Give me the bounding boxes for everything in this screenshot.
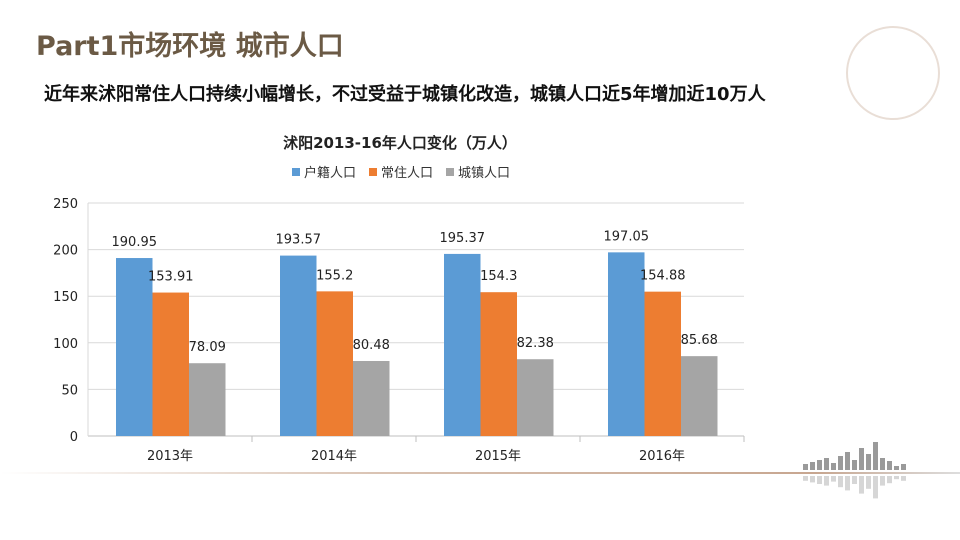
skyline-reflection bbox=[859, 476, 864, 494]
skyline-bar bbox=[873, 442, 878, 470]
skyline-reflection bbox=[852, 476, 857, 484]
legend-label: 城镇人口 bbox=[458, 166, 510, 181]
skyline-reflection bbox=[880, 476, 885, 486]
x-tick-label: 2014年 bbox=[311, 449, 357, 464]
data-label: 197.05 bbox=[604, 229, 650, 244]
skyline-reflection bbox=[817, 476, 822, 484]
skyline-reflection bbox=[838, 476, 843, 488]
legend-swatch bbox=[446, 168, 454, 176]
logo-seal bbox=[846, 26, 940, 120]
skyline-reflection bbox=[831, 476, 836, 482]
skyline-reflection bbox=[810, 476, 815, 483]
x-tick-label: 2016年 bbox=[639, 449, 685, 464]
bar bbox=[517, 359, 554, 436]
skyline-bar bbox=[845, 452, 850, 470]
skyline-bar bbox=[817, 460, 822, 470]
legend: 户籍人口 常住人口 城镇人口 bbox=[292, 165, 510, 181]
bar bbox=[608, 252, 645, 436]
bar bbox=[480, 292, 517, 436]
bar bbox=[644, 291, 681, 436]
y-tick-label: 200 bbox=[53, 244, 78, 259]
bar bbox=[116, 258, 153, 436]
legend-label: 户籍人口 bbox=[304, 165, 356, 181]
chart-title: 沭阳2013-16年人口变化（万人） bbox=[283, 134, 517, 152]
skyline-reflection bbox=[803, 476, 808, 481]
skyline-bar bbox=[852, 460, 857, 470]
bar bbox=[444, 253, 481, 436]
data-label: 190.95 bbox=[112, 235, 158, 250]
skyline-bar bbox=[824, 458, 829, 470]
skyline-bar bbox=[859, 448, 864, 470]
skyline-bar bbox=[901, 464, 906, 470]
skyline-reflection bbox=[866, 476, 871, 489]
bar bbox=[316, 291, 353, 436]
bar bbox=[681, 356, 718, 436]
page-title: Part1市场环境 城市人口 bbox=[36, 31, 344, 62]
data-label: 78.09 bbox=[189, 340, 226, 355]
y-tick-label: 0 bbox=[70, 430, 78, 445]
skyline-bar bbox=[838, 456, 843, 470]
x-tick-label: 2013年 bbox=[147, 449, 193, 464]
bar bbox=[353, 360, 390, 436]
skyline-reflection bbox=[887, 476, 892, 484]
data-label: 85.68 bbox=[681, 333, 718, 348]
skyline-bar bbox=[810, 462, 815, 470]
skyline-bar bbox=[866, 454, 871, 470]
skyline-reflection bbox=[845, 476, 850, 491]
legend-swatch bbox=[369, 168, 377, 176]
data-label: 155.2 bbox=[316, 268, 353, 283]
y-tick-label: 250 bbox=[53, 197, 78, 212]
y-tick-label: 100 bbox=[53, 337, 78, 352]
bar bbox=[280, 255, 317, 436]
bar bbox=[152, 292, 189, 436]
data-label: 154.88 bbox=[640, 269, 686, 284]
data-label: 80.48 bbox=[353, 338, 390, 353]
skyline-bar bbox=[887, 461, 892, 470]
legend-swatch bbox=[292, 168, 300, 176]
x-tick-label: 2015年 bbox=[475, 449, 521, 464]
bar bbox=[189, 363, 226, 436]
data-label: 154.3 bbox=[480, 269, 517, 284]
skyline-bar bbox=[831, 463, 836, 470]
page-subtitle: 近年来沭阳常住人口持续小幅增长，不过受益于城镇化改造，城镇人口近5年增加近10万… bbox=[44, 84, 766, 105]
skyline-reflection bbox=[873, 476, 878, 499]
y-tick-label: 50 bbox=[61, 383, 78, 398]
data-label: 193.57 bbox=[276, 233, 322, 248]
footer-divider bbox=[0, 472, 960, 474]
skyline-reflection bbox=[894, 476, 899, 480]
skyline-logo-icon bbox=[803, 442, 906, 499]
skyline-reflection bbox=[824, 476, 829, 486]
skyline-bar bbox=[803, 464, 808, 470]
legend-label: 常住人口 bbox=[381, 166, 433, 181]
skyline-bar bbox=[880, 458, 885, 470]
data-label: 195.37 bbox=[440, 231, 486, 246]
data-label: 82.38 bbox=[517, 336, 554, 351]
data-label: 153.91 bbox=[148, 270, 194, 285]
skyline-reflection bbox=[901, 476, 906, 481]
y-tick-label: 150 bbox=[53, 290, 78, 305]
skyline-bar bbox=[894, 466, 899, 470]
